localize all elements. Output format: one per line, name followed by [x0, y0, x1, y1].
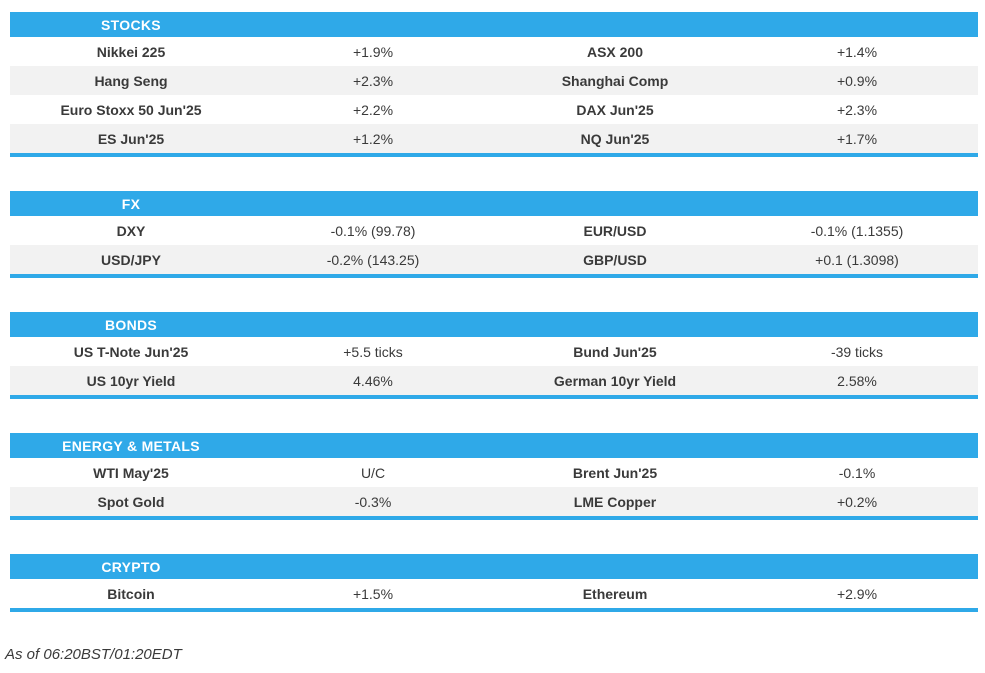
instrument-value: -39 ticks: [830, 343, 884, 360]
instrument-name: WTI May'25: [93, 464, 169, 481]
instrument-name: ES Jun'25: [97, 130, 165, 147]
instrument-name: LME Copper: [573, 493, 657, 510]
table-row: ES Jun'25 +1.2% NQ Jun'25 +1.7%: [10, 124, 978, 153]
instrument-value: -0.1% (1.1355): [810, 222, 904, 239]
instrument-value: +1.2%: [352, 130, 394, 147]
instrument-name: US T-Note Jun'25: [73, 343, 189, 360]
section-header-bar: STOCKS: [10, 12, 978, 37]
table-row: Spot Gold -0.3% LME Copper +0.2%: [10, 487, 978, 516]
instrument-value: +0.9%: [836, 72, 878, 89]
instrument-name: Spot Gold: [97, 493, 165, 510]
instrument-value: -0.2% (143.25): [326, 251, 420, 268]
section-title: BONDS: [104, 316, 158, 333]
section-title: CRYPTO: [101, 558, 161, 575]
instrument-value: +1.7%: [836, 130, 878, 147]
instrument-value: +0.2%: [836, 493, 878, 510]
section-bonds: BONDS US T-Note Jun'25 +5.5 ticks Bund Jun'…: [10, 312, 978, 399]
section-crypto: CRYPTO Bitcoin +1.5% Ethereum +2.9%: [10, 554, 978, 612]
instrument-name: Shanghai Comp: [561, 72, 669, 89]
instrument-name: USD/JPY: [101, 251, 161, 268]
instrument-value: +1.9%: [352, 43, 394, 60]
instrument-name: Hang Seng: [94, 72, 168, 89]
table-row: US 10yr Yield 4.46% German 10yr Yield 2.58%: [10, 366, 978, 395]
instrument-value: +2.3%: [836, 101, 878, 118]
instrument-name: DAX Jun'25: [576, 101, 654, 118]
table-row: WTI May'25 U/C Brent Jun'25 -0.1%: [10, 458, 978, 487]
instrument-value: -0.1%: [838, 464, 876, 481]
section-header-bar: CRYPTO: [10, 554, 978, 579]
table-row: Bitcoin +1.5% Ethereum +2.9%: [10, 579, 978, 608]
instrument-name: EUR/USD: [583, 222, 647, 239]
instrument-name: US 10yr Yield: [86, 372, 176, 389]
table-row: Nikkei 225 +1.9% ASX 200 +1.4%: [10, 37, 978, 66]
instrument-name: DXY: [116, 222, 146, 239]
instrument-name: Ethereum: [582, 585, 648, 602]
section-energy-metals: ENERGY & METALS WTI May'25 U/C Brent Jun'25…: [10, 433, 978, 520]
instrument-value: +0.1 (1.3098): [815, 251, 899, 268]
section-stocks: STOCKS Nikkei 225 +1.9% ASX 200 +1.4% Hang Se…: [10, 12, 978, 157]
instrument-value: 4.46%: [353, 372, 393, 389]
instrument-value: +2.9%: [836, 585, 878, 602]
table-row: DXY -0.1% (99.78) EUR/USD -0.1% (1.1355): [10, 216, 978, 245]
instrument-name: Bund Jun'25: [573, 343, 657, 360]
market-tables: STOCKS Nikkei 225 +1.9% ASX 200 +1.4% Hang Se…: [10, 12, 978, 612]
instrument-value: +5.5 ticks: [343, 343, 403, 360]
table-row: US T-Note Jun'25 +5.5 ticks Bund Jun'25 -39…: [10, 337, 978, 366]
table-row: USD/JPY -0.2% (143.25) GBP/USD +0.1 (1.3098…: [10, 245, 978, 274]
instrument-name: Nikkei 225: [96, 43, 166, 60]
instrument-value: -0.3%: [354, 493, 392, 510]
instrument-value: U/C: [360, 464, 386, 481]
instrument-value: +2.2%: [352, 101, 394, 118]
section-title: FX: [121, 195, 141, 212]
section-header-bar: FX: [10, 191, 978, 216]
instrument-value: +2.3%: [352, 72, 394, 89]
section-header-bar: BONDS: [10, 312, 978, 337]
instrument-name: Brent Jun'25: [572, 464, 658, 481]
instrument-value: -0.1% (99.78): [330, 222, 416, 239]
instrument-name: NQ Jun'25: [580, 130, 650, 147]
instrument-name: ASX 200: [586, 43, 644, 60]
instrument-name: GBP/USD: [583, 251, 647, 268]
instrument-name: German 10yr Yield: [553, 372, 677, 389]
section-title: STOCKS: [101, 16, 161, 33]
section-header-bar: ENERGY & METALS: [10, 433, 978, 458]
instrument-value: 2.58%: [837, 372, 877, 389]
instrument-value: +1.5%: [352, 585, 394, 602]
as-of-note: As of 06:20BST/01:20EDT: [5, 646, 182, 663]
table-row: Euro Stoxx 50 Jun'25 +2.2% DAX Jun'25 +2.3%: [10, 95, 978, 124]
section-title: ENERGY & METALS: [62, 437, 200, 454]
section-fx: FX DXY -0.1% (99.78) EUR/USD -0.1% (1.1355) U…: [10, 191, 978, 278]
table-row: Hang Seng +2.3% Shanghai Comp +0.9%: [10, 66, 978, 95]
instrument-name: Euro Stoxx 50 Jun'25: [60, 101, 202, 118]
instrument-name: Bitcoin: [107, 585, 155, 602]
instrument-value: +1.4%: [836, 43, 878, 60]
